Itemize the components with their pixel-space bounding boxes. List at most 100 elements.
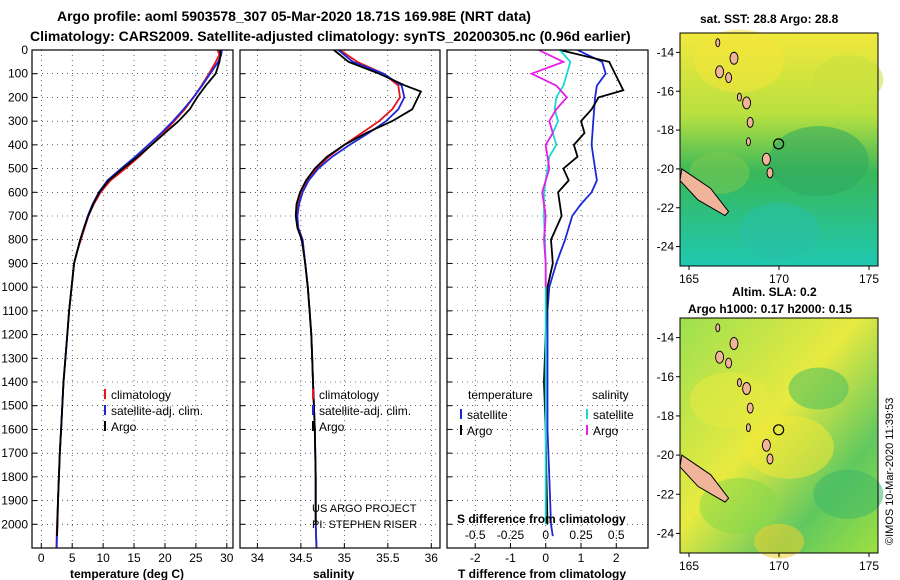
temperature-ytick-label-0: 0 (21, 43, 28, 57)
temperature-ytick-label-6: 600 (8, 185, 28, 199)
sla_map-ytick-label-1: -16 (657, 370, 675, 384)
temperature-ytick-label-13: 1300 (1, 351, 28, 365)
difference-series-1 (543, 49, 625, 525)
temperature-legend-label-2: Argo (111, 420, 137, 434)
sst_map-ytick-label-3: -20 (657, 162, 675, 176)
sla-map-subtitle: Argo h1000: 0.17 h2000: 0.15 (688, 302, 852, 316)
temperature-ytick-label-2: 200 (8, 90, 28, 104)
salinity-xtick-label-4: 36 (425, 551, 439, 565)
salinity-frame (239, 49, 441, 549)
temperature-ytick-label-1: 100 (8, 67, 28, 81)
temperature-ytick-label-7: 700 (8, 209, 28, 223)
sst_map-island-1 (725, 72, 733, 84)
sst_map-ytick-label-5: -24 (657, 240, 675, 254)
sst_map-xtick-label-1: 170 (769, 272, 789, 286)
temperature-legend-label-0: climatology (111, 388, 171, 402)
sla_map-shade-1 (743, 415, 834, 479)
sst_map-island-8 (715, 38, 721, 48)
difference-xtick-label-4: 2 (613, 551, 620, 565)
sla_map-island-5 (745, 423, 751, 433)
sst_map-island-9 (729, 51, 739, 65)
sst_map-island-0 (715, 65, 725, 79)
temperature-ytick-label-19: 1900 (1, 494, 28, 508)
salinity-legend-label-0: climatology (319, 388, 379, 402)
salinity-series-2 (294, 49, 423, 525)
sst_map-ytick-label-0: -14 (657, 45, 675, 59)
sst_map-island-2 (736, 92, 742, 102)
credit-line-2: PI: STEPHEN RISER (312, 519, 417, 531)
temperature-ytick-label-12: 1200 (1, 328, 28, 342)
salinity-xlabel: salinity (313, 567, 355, 580)
title-line-1: Argo profile: aoml 5903578_307 05-Mar-20… (57, 8, 531, 24)
sla_map-island-3 (742, 382, 752, 395)
sst_map-ytick-label-1: -16 (657, 84, 675, 98)
difference-legend-right-title: salinity (592, 388, 629, 402)
sla_map-ytick-label-2: -18 (657, 409, 675, 423)
salinity-legend-label-1: satellite-adj. clim. (319, 404, 411, 418)
sla_map-argo-position (773, 424, 785, 436)
temperature-ytick-label-17: 1700 (1, 446, 28, 460)
difference-frame (446, 49, 649, 549)
sla_map-island-2 (736, 378, 742, 388)
sst_map-ytick-label-4: -22 (657, 201, 675, 215)
temperature-xtick-label-5: 25 (189, 551, 203, 565)
credit-line-1: US ARGO PROJECT (312, 503, 417, 515)
salinity-panel: 34 34.5 35 35.5 36 salinity climatology satelli… (239, 49, 441, 580)
difference-legend-left-label-0: satellite (467, 408, 508, 422)
temperature-frame (31, 49, 234, 549)
difference-xtick-label-1: -1 (505, 551, 516, 565)
sla_map-island-9 (729, 337, 739, 350)
difference-xlabel: T difference from climatology (458, 567, 626, 580)
temperature-xtick-label-0: 0 (38, 551, 45, 565)
salinity-xtick-label-0: 34 (251, 551, 265, 565)
sla_map-island-8 (715, 323, 721, 333)
sla_map-ytick-label-3: -20 (657, 448, 675, 462)
sst_map-island-4 (746, 116, 754, 128)
salinity-xtick-label-3: 35.5 (376, 551, 400, 565)
sst_map-island-5 (745, 137, 751, 147)
sla_map-island-4 (746, 402, 754, 414)
temperature-ytick-label-14: 1400 (1, 375, 28, 389)
difference-xlabel2: S difference from climatology (457, 512, 626, 526)
temperature-xtick-label-2: 10 (96, 551, 110, 565)
sla_map-shade-2 (788, 367, 849, 410)
temperature-ytick-label-5: 500 (8, 162, 28, 176)
sst_map-xtick-label-0: 165 (679, 272, 699, 286)
sla_map-shade-0 (689, 372, 770, 429)
temperature-ytick-label-9: 900 (8, 256, 28, 270)
sst-map-title: sat. SST: 28.8 Argo: 28.8 (700, 12, 839, 26)
sst_map-xtick-label-2: 175 (859, 272, 879, 286)
temperature-ytick-label-15: 1500 (1, 399, 28, 413)
sla_map-xtick-label-2: 175 (859, 559, 879, 573)
sst_map-island-3 (742, 96, 752, 110)
difference-series-0 (546, 49, 607, 537)
temperature-series-0 (55, 49, 221, 549)
temperature-series-1 (55, 49, 223, 549)
temperature-series-2 (56, 49, 222, 537)
difference-xtick2-label-0: -0.5 (465, 528, 486, 542)
temperature-ytick-label-20: 2000 (1, 517, 28, 531)
temperature-ytick-label-11: 1100 (2, 304, 28, 318)
temperature-xlabel: temperature (deg C) (70, 567, 184, 580)
salinity-legend-label-2: Argo (319, 420, 345, 434)
difference-series-3 (529, 49, 569, 288)
difference-legend-left-title: temperature (468, 388, 533, 402)
sla_map-shade-5 (754, 523, 804, 559)
title-line-2: Climatology: CARS2009. Satellite-adjuste… (30, 28, 631, 44)
temperature-panel: 0100200300400500600700800900100011001200… (1, 43, 234, 580)
sla_map-shade-3 (813, 469, 884, 519)
difference-panel: -2 -1 0 1 2 T difference from climatology temp… (446, 49, 649, 580)
sst_map-island-7 (766, 167, 774, 179)
difference-xtick-label-2: 0 (542, 551, 549, 565)
temperature-xtick-label-4: 20 (158, 551, 172, 565)
sla-map: -14 -16 -18 -20 -22 -24 165 170 175 (657, 317, 884, 573)
difference-xtick2-label-1: -0.25 (497, 528, 525, 542)
sla_map-island-0 (715, 350, 725, 364)
sst_map-ytick-label-2: -18 (657, 123, 675, 137)
difference-legend-right-label-1: Argo (593, 424, 619, 438)
difference-xtick-label-3: 1 (578, 551, 585, 565)
temperature-ytick-label-16: 1600 (1, 422, 28, 436)
difference-legend-right-label-0: satellite (593, 408, 634, 422)
sla_map-island-1 (725, 357, 733, 369)
temperature-ytick-label-4: 400 (8, 138, 28, 152)
